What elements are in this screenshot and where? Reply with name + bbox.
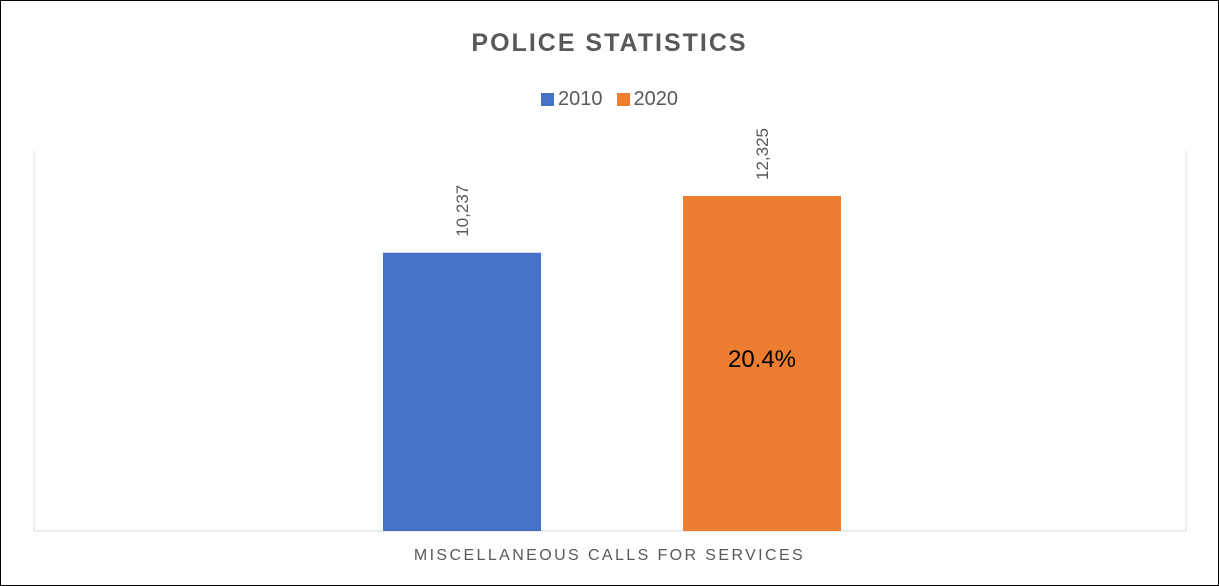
legend: 2010 2020: [1, 88, 1218, 111]
data-label-2020: 12,325: [753, 128, 772, 180]
legend-item-2010: 2010: [541, 88, 603, 111]
percent-change-annotation: 20.4%: [728, 346, 796, 373]
bar-2020: [683, 196, 841, 531]
data-label-2010: 10,237: [453, 185, 472, 237]
legend-label-2020: 2020: [633, 88, 679, 110]
legend-swatch-2020: [616, 93, 630, 106]
x-category-label: MISCELLANEOUS CALLS FOR SERVICES: [413, 547, 806, 564]
legend-label-2010: 2010: [558, 88, 603, 110]
bar-2010: [383, 252, 541, 532]
legend-swatch-2010: [541, 93, 554, 106]
bars-layer: 10,237 12,325 20.4%: [383, 128, 841, 532]
legend-item-2020: 2020: [616, 88, 679, 111]
chart-title: POLICE STATISTICS: [471, 29, 748, 57]
